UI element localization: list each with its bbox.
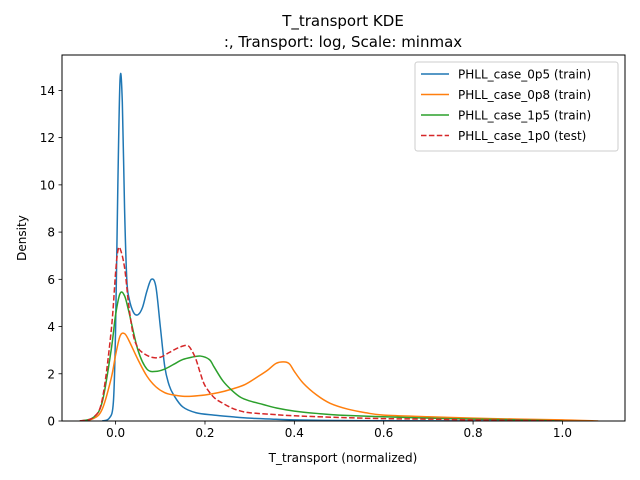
x-tick-label: 0.8 xyxy=(464,426,483,440)
legend: PHLL_case_0p5 (train) PHLL_case_0p8 (trai… xyxy=(414,61,619,152)
x-tick-label: 0.6 xyxy=(374,426,393,440)
legend-label: PHLL_case_1p5 (train) xyxy=(458,109,591,123)
series-line-2 xyxy=(79,291,563,421)
x-tick-label: 0.4 xyxy=(285,426,304,440)
chart-title: T_transport KDE xyxy=(281,12,404,31)
y-tick-label: 6 xyxy=(47,273,55,287)
y-tick-label: 14 xyxy=(40,84,55,98)
y-tick-label: 10 xyxy=(40,178,55,192)
x-axis: 0.0 0.2 0.4 0.6 0.8 1.0 xyxy=(106,421,572,440)
x-tick-label: 0.2 xyxy=(195,426,214,440)
series-line-1 xyxy=(79,332,599,421)
x-tick-label: 1.0 xyxy=(553,426,572,440)
y-tick-label: 12 xyxy=(40,131,55,145)
y-axis-label: Density xyxy=(15,215,29,261)
y-tick-label: 2 xyxy=(47,367,55,381)
chart-subtitle: :, Transport: log, Scale: minmax xyxy=(224,33,462,51)
legend-label: PHLL_case_0p8 (train) xyxy=(458,88,591,102)
plot-frame xyxy=(61,54,626,422)
y-tick-label: 8 xyxy=(47,226,55,240)
legend-label: PHLL_case_1p0 (test) xyxy=(458,129,586,143)
plot-area xyxy=(79,72,599,421)
x-axis-label: T_transport (normalized) xyxy=(268,451,418,465)
legend-box xyxy=(414,61,619,152)
legend-label: PHLL_case_0p5 (train) xyxy=(458,68,591,82)
series-line-0 xyxy=(101,72,563,421)
y-axis: 0 2 4 6 8 10 12 14 xyxy=(40,84,62,429)
x-tick-label: 0.0 xyxy=(106,426,125,440)
series-line-3 xyxy=(79,246,563,421)
y-tick-label: 0 xyxy=(47,415,55,429)
y-tick-label: 4 xyxy=(47,320,55,334)
